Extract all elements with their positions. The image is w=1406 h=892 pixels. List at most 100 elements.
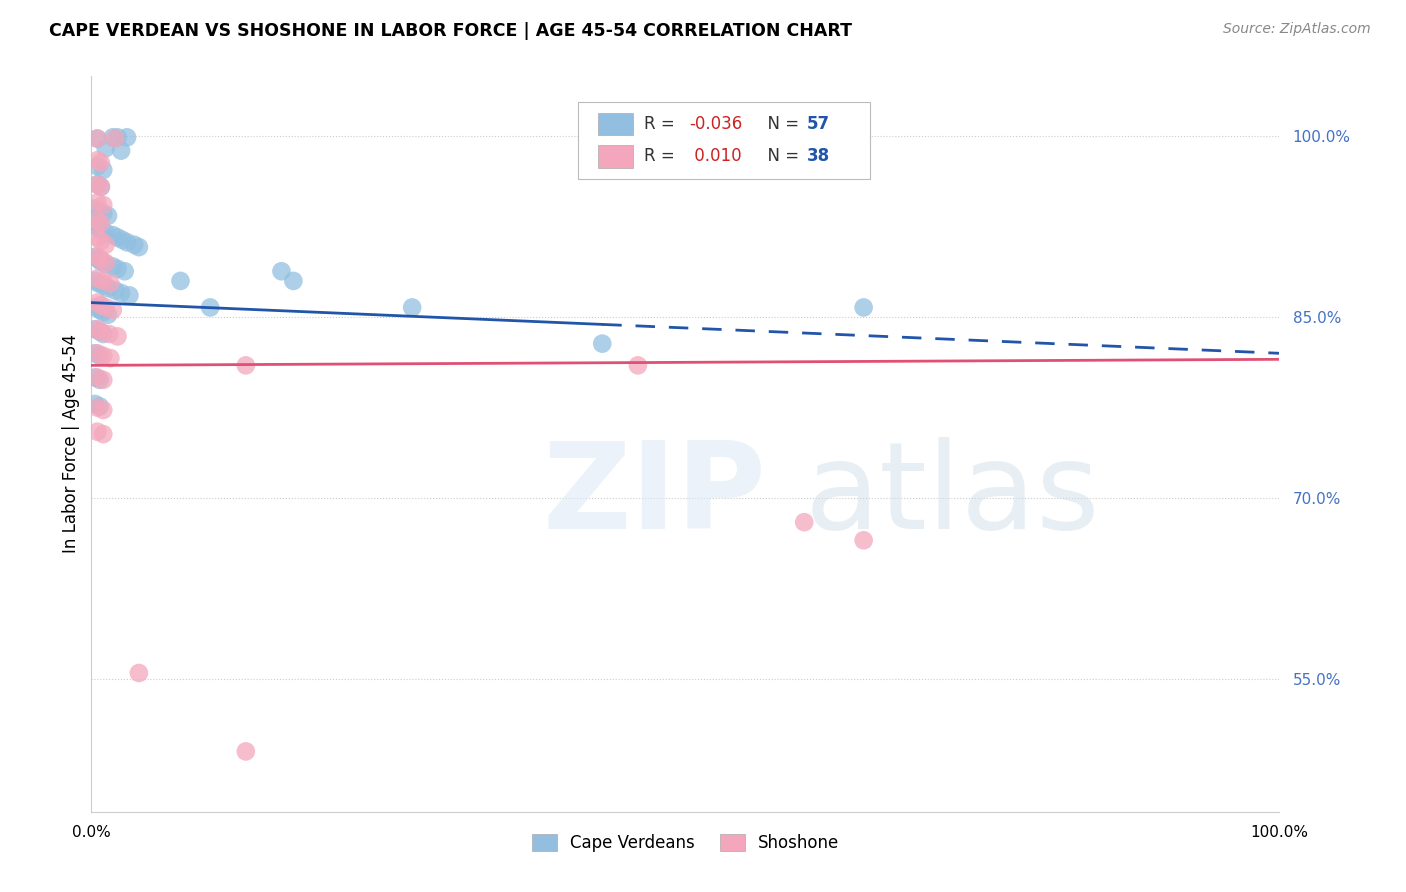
Point xyxy=(86,250,108,264)
Point xyxy=(91,278,114,293)
Point xyxy=(169,274,191,288)
Point xyxy=(90,254,112,268)
Point xyxy=(89,349,111,363)
Text: ZIP: ZIP xyxy=(543,437,766,554)
Point xyxy=(91,206,114,220)
Text: 57: 57 xyxy=(807,115,830,133)
Point xyxy=(91,305,114,319)
Legend: Cape Verdeans, Shoshone: Cape Verdeans, Shoshone xyxy=(524,827,846,859)
Point xyxy=(91,403,114,417)
Point xyxy=(91,349,114,363)
Point xyxy=(235,744,257,758)
Point xyxy=(89,325,111,339)
Point xyxy=(90,179,112,194)
Point xyxy=(852,533,875,548)
Point xyxy=(90,216,112,230)
Point xyxy=(107,230,129,244)
Point xyxy=(627,359,650,373)
Point xyxy=(89,373,111,387)
Point xyxy=(86,425,108,439)
Point xyxy=(97,308,120,322)
Point xyxy=(84,346,107,360)
Point xyxy=(86,322,108,336)
Point xyxy=(122,237,145,252)
Point xyxy=(591,336,613,351)
Point xyxy=(84,397,107,411)
Point xyxy=(107,261,129,276)
Point xyxy=(84,219,107,233)
Point xyxy=(86,346,108,360)
Point xyxy=(84,274,107,288)
Point xyxy=(87,277,110,291)
Point xyxy=(86,195,108,210)
Point xyxy=(101,260,124,274)
Point xyxy=(86,131,108,145)
Point xyxy=(235,359,257,373)
Point xyxy=(86,295,108,310)
Point xyxy=(86,401,108,415)
Point xyxy=(90,298,112,312)
Point xyxy=(84,322,107,336)
Point xyxy=(86,271,108,285)
Point xyxy=(84,250,107,264)
Text: CAPE VERDEAN VS SHOSHONE IN LABOR FORCE | AGE 45-54 CORRELATION CHART: CAPE VERDEAN VS SHOSHONE IN LABOR FORCE … xyxy=(49,22,852,40)
Point xyxy=(91,162,114,177)
Point xyxy=(110,144,132,158)
Point xyxy=(98,326,121,341)
Text: 38: 38 xyxy=(807,147,830,165)
Point xyxy=(100,277,122,291)
Point xyxy=(94,256,117,270)
Point xyxy=(87,220,110,235)
Point xyxy=(84,370,107,384)
Point xyxy=(91,326,114,341)
FancyBboxPatch shape xyxy=(598,145,633,168)
Point xyxy=(91,373,114,387)
Point xyxy=(86,131,108,145)
Point xyxy=(89,302,111,317)
Point xyxy=(94,257,117,271)
Text: atlas: atlas xyxy=(804,437,1099,554)
Point xyxy=(101,130,124,145)
Point xyxy=(104,131,127,145)
Point xyxy=(283,274,305,288)
Text: N =: N = xyxy=(756,147,804,165)
Text: R =: R = xyxy=(644,147,681,165)
Point xyxy=(86,370,108,384)
Point xyxy=(86,213,108,227)
FancyBboxPatch shape xyxy=(598,113,633,136)
Point xyxy=(94,237,117,252)
Point xyxy=(101,228,124,243)
Point xyxy=(90,252,112,267)
Point xyxy=(87,252,110,267)
Point xyxy=(86,153,108,168)
FancyBboxPatch shape xyxy=(578,102,869,178)
Point xyxy=(91,427,114,442)
Point xyxy=(87,203,110,218)
Point xyxy=(89,400,111,414)
Text: N =: N = xyxy=(756,115,804,133)
Point xyxy=(84,202,107,216)
Point xyxy=(86,178,108,192)
Point xyxy=(115,235,138,250)
Point xyxy=(91,274,114,288)
Point xyxy=(115,130,138,145)
Point xyxy=(90,223,112,237)
Point xyxy=(90,234,112,248)
Y-axis label: In Labor Force | Age 45-54: In Labor Force | Age 45-54 xyxy=(62,334,80,553)
Point xyxy=(104,284,127,298)
Point xyxy=(86,178,108,192)
Point xyxy=(793,515,815,529)
Point xyxy=(200,301,222,315)
Text: R =: R = xyxy=(644,115,681,133)
Point xyxy=(101,302,124,317)
Point xyxy=(94,301,117,315)
Text: -0.036: -0.036 xyxy=(689,115,742,133)
Point xyxy=(97,281,120,295)
Point xyxy=(100,351,122,365)
Point xyxy=(91,198,114,212)
Point xyxy=(128,240,150,254)
Point xyxy=(90,179,112,194)
Point xyxy=(852,301,875,315)
Text: 0.010: 0.010 xyxy=(689,147,741,165)
Point xyxy=(114,264,136,278)
